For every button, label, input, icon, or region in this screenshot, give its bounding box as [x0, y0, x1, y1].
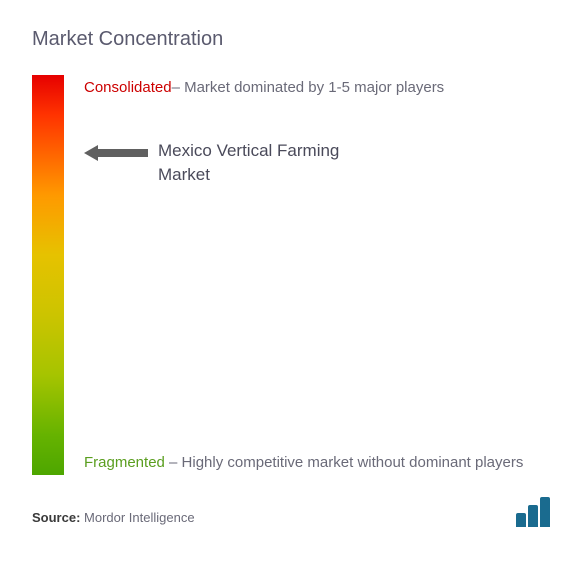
fragmented-label: Fragmented: [84, 454, 165, 471]
concentration-gradient-bar: [32, 75, 64, 475]
fragmented-block: Fragmented – Highly competitive market w…: [84, 450, 550, 476]
consolidated-desc: – Market dominated by 1-5 major players: [172, 79, 445, 96]
source-name: Mordor Intelligence: [80, 510, 194, 525]
consolidated-block: Consolidated– Market dominated by 1-5 ma…: [84, 75, 550, 101]
arrow-left-icon: [84, 143, 148, 163]
chart-title: Market Concentration: [32, 28, 550, 51]
source-prefix: Source:: [32, 510, 80, 525]
content-area: Consolidated– Market dominated by 1-5 ma…: [64, 75, 550, 475]
chart-area: Consolidated– Market dominated by 1-5 ma…: [32, 75, 550, 475]
consolidated-label: Consolidated: [84, 79, 172, 96]
fragmented-desc: – Highly competitive market without domi…: [165, 454, 524, 471]
market-name: Mexico Vertical Farming Market: [158, 139, 378, 187]
source-row: Source: Mordor Intelligence: [32, 497, 550, 527]
source-text: Source: Mordor Intelligence: [32, 509, 195, 527]
mordor-logo-icon: [516, 497, 550, 527]
market-pointer: Mexico Vertical Farming Market: [84, 139, 378, 187]
